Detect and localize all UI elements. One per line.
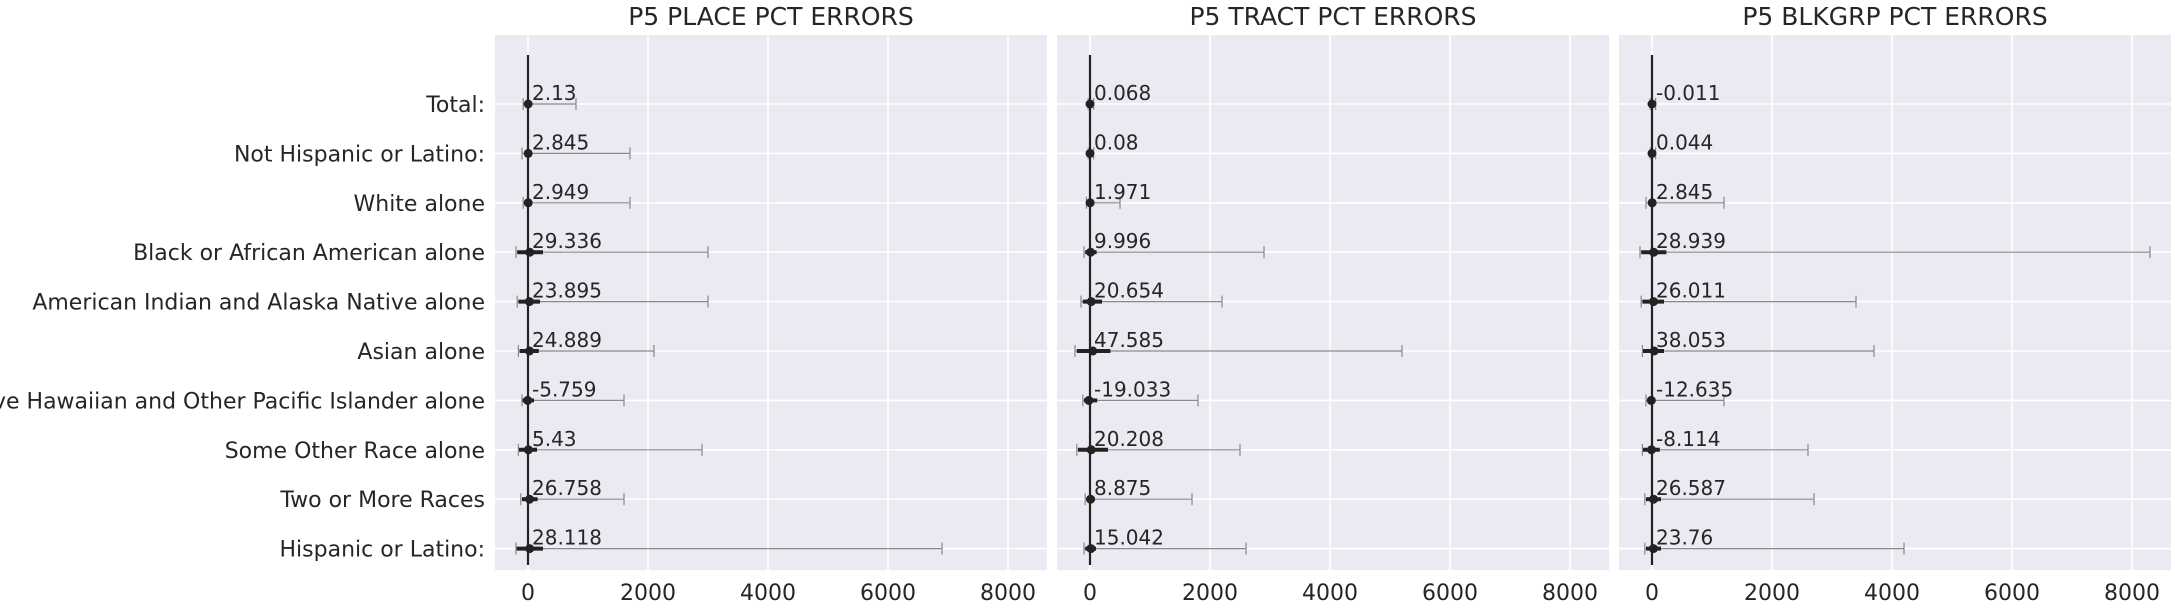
x-tick-label: 8000 xyxy=(2104,581,2160,606)
point-marker xyxy=(525,247,535,257)
x-tick-label: 4000 xyxy=(1302,581,1358,606)
data-label: 28.939 xyxy=(1656,229,1726,253)
y-tick-label: Black or African American alone xyxy=(133,241,485,266)
data-label: 0.044 xyxy=(1656,130,1713,154)
data-label: 28.118 xyxy=(532,526,602,550)
point-marker xyxy=(1649,297,1659,307)
data-label: 9.996 xyxy=(1094,229,1151,253)
plot-background xyxy=(495,35,1047,570)
y-tick-label: Hispanic or Latino: xyxy=(280,538,486,563)
panel-1: 0 2000 4000 6000 8000 P5 PLACE PCT ERRORS 2.13… xyxy=(495,2,1047,606)
panel-title: P5 TRACT PCT ERRORS xyxy=(1189,2,1476,31)
point-marker xyxy=(523,148,533,158)
data-label: 5.43 xyxy=(532,427,577,451)
data-label: 47.585 xyxy=(1094,328,1164,352)
x-tick-label: 2000 xyxy=(1744,581,1800,606)
point-marker xyxy=(525,494,535,504)
data-label: -8.114 xyxy=(1656,427,1720,451)
data-label: 38.053 xyxy=(1656,328,1726,352)
data-label: -19.033 xyxy=(1094,377,1171,401)
point-marker xyxy=(523,395,533,405)
x-tick-label: 8000 xyxy=(980,581,1036,606)
point-marker xyxy=(1647,148,1657,158)
point-marker xyxy=(1086,247,1096,257)
y-tick-label: Native Hawaiian and Other Pacific Island… xyxy=(0,389,485,414)
y-tick-label: Asian alone xyxy=(357,340,485,365)
data-label: 2.13 xyxy=(532,81,577,105)
data-label: 2.845 xyxy=(532,130,589,154)
x-tick-label: 6000 xyxy=(1422,581,1478,606)
point-marker xyxy=(1647,445,1657,455)
data-label: 23.895 xyxy=(532,279,602,303)
data-label: 23.76 xyxy=(1656,526,1713,550)
data-label: 1.971 xyxy=(1094,180,1151,204)
x-tick-label: 6000 xyxy=(1984,581,2040,606)
point-marker xyxy=(1648,544,1658,554)
x-tick-label: 0 xyxy=(521,581,535,606)
point-marker xyxy=(524,297,534,307)
x-tick-label: 6000 xyxy=(860,581,916,606)
x-tick-label: 0 xyxy=(1083,581,1097,606)
data-label: 26.011 xyxy=(1656,279,1726,303)
panel-title: P5 PLACE PCT ERRORS xyxy=(628,2,914,31)
x-tick-label: 8000 xyxy=(1542,581,1598,606)
data-label: -0.011 xyxy=(1656,81,1720,105)
point-marker xyxy=(1084,395,1094,405)
data-label: 0.068 xyxy=(1094,81,1151,105)
point-marker xyxy=(1086,445,1096,455)
x-tick-label: 4000 xyxy=(740,581,796,606)
point-marker xyxy=(1649,247,1659,257)
data-label: 29.336 xyxy=(532,229,602,253)
data-label: -5.759 xyxy=(532,377,596,401)
x-tick-label: 2000 xyxy=(1182,581,1238,606)
plot-background xyxy=(1619,35,2171,570)
y-tick-label: Some Other Race alone xyxy=(225,439,485,464)
panel-2: 0 2000 4000 6000 8000 P5 TRACT PCT ERRORS 0.06… xyxy=(1057,2,1609,606)
point-marker xyxy=(523,198,533,208)
data-label: 2.845 xyxy=(1656,180,1713,204)
data-label: 20.208 xyxy=(1094,427,1164,451)
plot-background xyxy=(1057,35,1609,570)
data-label: -12.635 xyxy=(1656,377,1733,401)
point-marker xyxy=(524,346,534,356)
point-marker xyxy=(1649,346,1659,356)
point-marker xyxy=(1647,198,1657,208)
point-marker xyxy=(1647,99,1657,109)
panel-title: P5 BLKGRP PCT ERRORS xyxy=(1742,2,2047,31)
data-label: 8.875 xyxy=(1094,476,1151,500)
point-marker xyxy=(1086,494,1096,504)
x-tick-label: 2000 xyxy=(620,581,676,606)
point-marker xyxy=(1085,148,1095,158)
point-marker xyxy=(523,445,533,455)
y-tick-label: Total: xyxy=(425,93,485,118)
point-marker xyxy=(1086,544,1096,554)
x-tick-label: 4000 xyxy=(1864,581,1920,606)
point-marker xyxy=(523,99,533,109)
data-label: 26.758 xyxy=(532,476,602,500)
y-tick-label: White alone xyxy=(354,192,486,217)
data-label: 20.654 xyxy=(1094,279,1164,303)
y-tick-label: American Indian and Alaska Native alone xyxy=(32,291,485,316)
data-label: 24.889 xyxy=(532,328,602,352)
point-marker xyxy=(1086,297,1096,307)
point-marker xyxy=(1085,99,1095,109)
data-label: 2.949 xyxy=(532,180,589,204)
data-label: 26.587 xyxy=(1656,476,1726,500)
data-label: 15.042 xyxy=(1094,526,1164,550)
y-tick-label: Not Hispanic or Latino: xyxy=(234,142,485,167)
x-tick-label: 0 xyxy=(1645,581,1659,606)
y-tick-label: Two or More Races xyxy=(279,488,485,513)
point-marker xyxy=(1085,198,1095,208)
data-label: 0.08 xyxy=(1094,130,1139,154)
panel-3: 0 2000 4000 6000 8000 P5 BLKGRP PCT ERRORS -0.… xyxy=(1619,2,2171,606)
point-marker xyxy=(525,544,535,554)
point-marker xyxy=(1646,395,1656,405)
point-marker xyxy=(1088,346,1098,356)
point-marker xyxy=(1649,494,1659,504)
